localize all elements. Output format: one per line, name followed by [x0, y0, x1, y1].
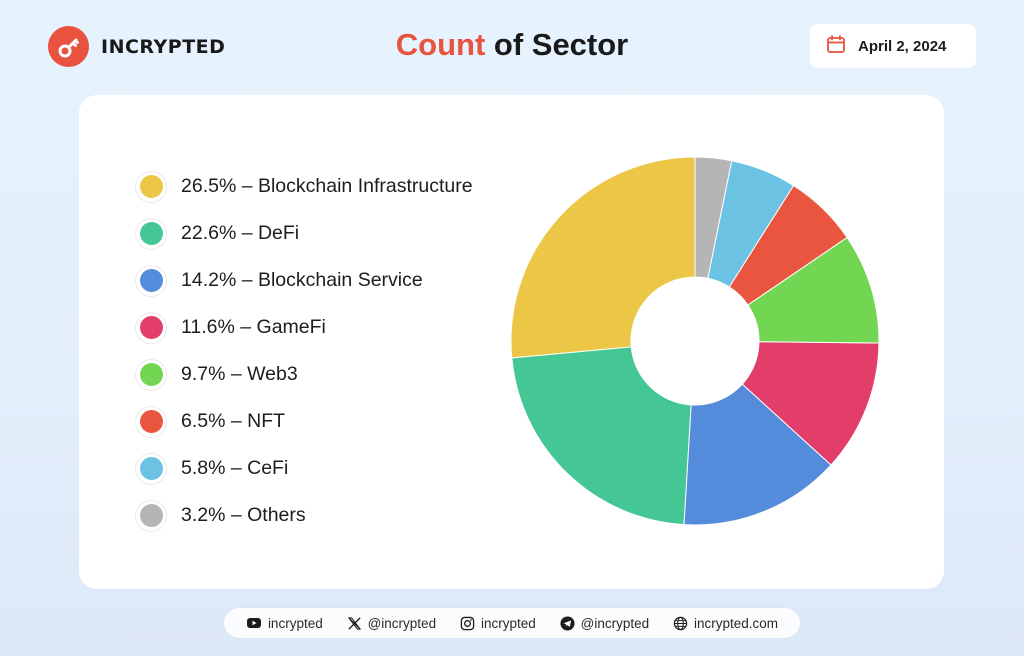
legend-label: 5.8% – CeFi [181, 457, 289, 479]
legend-swatch [139, 410, 163, 433]
legend-swatch-ring [135, 311, 167, 344]
legend-swatch-ring [135, 499, 167, 532]
legend-swatch-ring [135, 170, 167, 203]
chart-card: 26.5% – Blockchain Infrastructure 22.6% –… [79, 95, 944, 589]
footer-link-x[interactable]: @incrypted [347, 616, 436, 631]
social-footer: incrypted @incrypted incrypted @incrypte… [224, 608, 800, 638]
youtube-icon [246, 615, 262, 631]
legend-swatch-ring [135, 358, 167, 391]
x-icon [347, 616, 362, 631]
legend-label: 22.6% – DeFi [181, 222, 300, 244]
donut-slice-others [694, 156, 733, 279]
donut-slice-gamefi [741, 341, 880, 466]
legend-swatch [139, 363, 163, 386]
footer-link-youtube[interactable]: incrypted [246, 615, 323, 631]
donut-slice-defi [511, 346, 692, 526]
date-text: April 2, 2024 [858, 37, 947, 55]
footer-link-label: incrypted.com [693, 615, 779, 631]
legend-swatch-ring [135, 264, 167, 297]
globe-icon [673, 616, 688, 631]
legend-swatch [139, 316, 163, 339]
legend-swatch-ring [135, 452, 167, 485]
chart-legend: 26.5% – Blockchain Infrastructure 22.6% –… [135, 163, 473, 539]
legend-item: 3.2% – Others [135, 492, 473, 539]
legend-label: 9.7% – Web3 [181, 363, 298, 385]
footer-link-instagram[interactable]: incrypted [460, 616, 536, 631]
legend-item: 14.2% – Blockchain Service [135, 257, 473, 304]
legend-item: 22.6% – DeFi [135, 210, 473, 257]
brand-logo: INCRYPTED [48, 26, 225, 67]
footer-link-label: incrypted [267, 615, 323, 631]
legend-item: 26.5% – Blockchain Infrastructure [135, 163, 473, 210]
donut-slice-blockchain-service [683, 383, 832, 526]
legend-label: 6.5% – NFT [181, 410, 286, 432]
calendar-icon [826, 34, 846, 59]
legend-item: 5.8% – CeFi [135, 445, 473, 492]
date-badge: April 2, 2024 [810, 24, 976, 68]
legend-swatch-ring [135, 405, 167, 438]
legend-swatch [139, 504, 163, 527]
instagram-icon [460, 616, 475, 631]
key-icon [48, 26, 89, 67]
legend-item: 6.5% – NFT [135, 398, 473, 445]
title-rest: of Sector [485, 27, 629, 62]
telegram-icon [560, 615, 575, 631]
legend-label: 3.2% – Others [181, 504, 306, 526]
legend-swatch [139, 175, 163, 198]
legend-label: 26.5% – Blockchain Infrastructure [181, 175, 473, 197]
footer-link-label: @incrypted [367, 615, 437, 631]
footer-link-label: incrypted [480, 615, 536, 631]
legend-swatch [139, 269, 163, 292]
legend-item: 9.7% – Web3 [135, 351, 473, 398]
legend-swatch [139, 457, 163, 480]
footer-link-telegram[interactable]: @incrypted [560, 616, 649, 631]
legend-swatch [139, 222, 163, 245]
donut-chart [510, 156, 880, 526]
page-title: Count of Sector [0, 27, 1024, 63]
legend-item: 11.6% – GameFi [135, 304, 473, 351]
brand-name: INCRYPTED [101, 35, 226, 58]
footer-link-website[interactable]: incrypted.com [673, 616, 778, 631]
footer-link-label: @incrypted [580, 615, 650, 631]
donut-slice-blockchain-infrastructure [510, 156, 696, 359]
legend-swatch-ring [135, 217, 167, 250]
legend-label: 14.2% – Blockchain Service [181, 269, 423, 291]
legend-label: 11.6% – GameFi [181, 316, 326, 338]
title-accent: Count [395, 27, 486, 62]
